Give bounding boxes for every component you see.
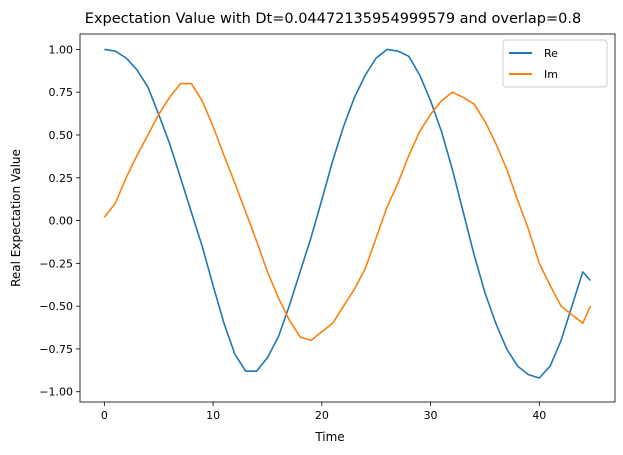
y-tick-label: 0.50 bbox=[49, 129, 74, 142]
plot-area bbox=[79, 33, 616, 403]
series-line-re bbox=[104, 48, 591, 379]
y-tick-label: 0.00 bbox=[49, 215, 74, 228]
x-tick-label: 10 bbox=[206, 409, 220, 422]
axes-frame bbox=[79, 33, 616, 403]
y-tick-label: −0.50 bbox=[39, 300, 73, 313]
legend-label-im: Im bbox=[544, 68, 558, 81]
y-tick-label: −1.00 bbox=[39, 386, 73, 399]
x-tick-label: 30 bbox=[424, 409, 438, 422]
y-tick-label: 0.25 bbox=[49, 172, 74, 185]
series-line-im bbox=[103, 82, 592, 342]
legend-box bbox=[502, 39, 608, 88]
x-tick-label: 40 bbox=[532, 409, 546, 422]
y-axis-label: Real Expectation Value bbox=[9, 149, 23, 287]
legend: Re Im bbox=[502, 39, 608, 88]
y-tick-label: −0.75 bbox=[39, 343, 73, 356]
x-tick-label: 0 bbox=[101, 409, 108, 422]
x-tick-label: 20 bbox=[315, 409, 329, 422]
legend-label-re: Re bbox=[544, 47, 558, 60]
x-axis-label: Time bbox=[314, 430, 344, 444]
chart-title: Expectation Value with Dt=0.044721359549… bbox=[85, 11, 581, 27]
y-tick-label: −0.25 bbox=[39, 257, 73, 270]
y-tick-label: 0.75 bbox=[49, 86, 74, 99]
y-tick-label: 1.00 bbox=[49, 43, 74, 56]
